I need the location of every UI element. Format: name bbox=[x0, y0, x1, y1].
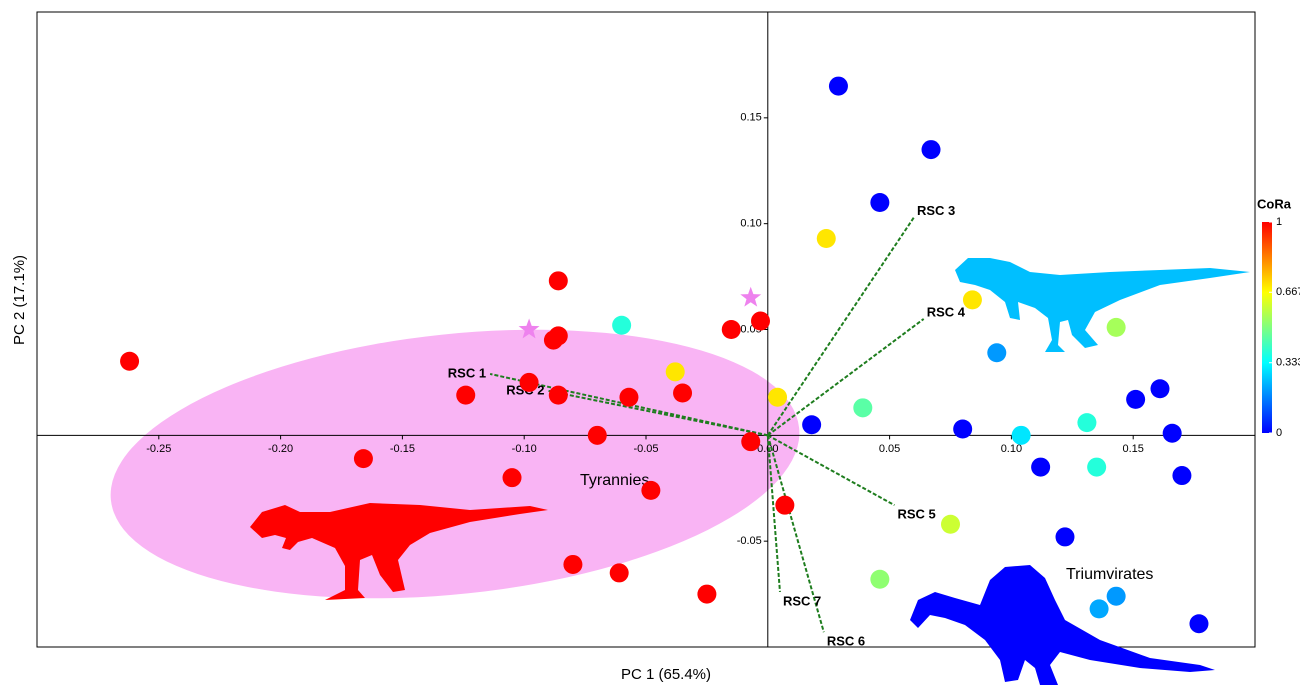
loading-label: RSC 4 bbox=[927, 304, 966, 319]
data-point bbox=[120, 351, 140, 371]
data-point bbox=[548, 271, 568, 291]
data-point bbox=[1162, 423, 1182, 443]
data-point bbox=[456, 385, 476, 405]
colorbar bbox=[1262, 222, 1272, 433]
data-point bbox=[962, 290, 982, 310]
data-point bbox=[543, 330, 563, 350]
data-point bbox=[1150, 379, 1170, 399]
x-tick-label: 0.05 bbox=[879, 443, 900, 455]
group-label: Tyrannies bbox=[580, 472, 649, 489]
data-point bbox=[816, 228, 836, 248]
plot-frame bbox=[36, 11, 1256, 648]
data-point bbox=[870, 569, 890, 589]
data-point bbox=[1089, 599, 1109, 619]
x-axis-title: PC 1 (65.4%) bbox=[621, 666, 711, 683]
data-point bbox=[697, 584, 717, 604]
data-point bbox=[563, 554, 583, 574]
data-point bbox=[587, 425, 607, 445]
star-point bbox=[518, 318, 540, 339]
data-point bbox=[1189, 614, 1209, 634]
data-point bbox=[921, 140, 941, 160]
loading-label: RSC 3 bbox=[917, 203, 955, 218]
loading-vector bbox=[766, 435, 825, 633]
loading-label: RSC 1 bbox=[448, 365, 486, 380]
data-point bbox=[612, 315, 632, 335]
star-point bbox=[740, 286, 762, 307]
data-point bbox=[987, 343, 1007, 363]
data-point bbox=[853, 398, 873, 418]
data-point bbox=[1011, 425, 1031, 445]
data-point bbox=[775, 495, 795, 515]
loading-vector bbox=[548, 389, 768, 437]
data-point bbox=[673, 383, 693, 403]
group-label: Triumvirates bbox=[1066, 566, 1153, 583]
x-tick-label: -0.20 bbox=[268, 443, 293, 455]
data-point bbox=[1106, 317, 1126, 337]
data-point bbox=[941, 514, 960, 534]
loading-label: RSC 6 bbox=[827, 634, 865, 649]
data-point bbox=[619, 387, 639, 407]
data-point bbox=[548, 385, 568, 405]
y-tick-label: 0.15 bbox=[740, 112, 761, 124]
data-point bbox=[1106, 586, 1126, 606]
loading-vector bbox=[767, 318, 925, 437]
data-point bbox=[802, 415, 822, 435]
colorbar-tick-label: 0.333 bbox=[1276, 357, 1300, 369]
data-point bbox=[768, 387, 788, 407]
data-point bbox=[1031, 457, 1051, 477]
allosaur-silhouette bbox=[955, 258, 1250, 352]
data-point bbox=[870, 193, 890, 212]
loading-vector bbox=[766, 435, 781, 593]
colorbar-tick-label: 0 bbox=[1276, 427, 1282, 439]
data-point bbox=[519, 372, 539, 392]
loading-vector bbox=[767, 434, 895, 507]
colorbar-title: CoRa bbox=[1257, 196, 1292, 211]
data-point bbox=[1077, 413, 1097, 433]
data-point bbox=[665, 362, 685, 382]
loading-label: RSC 5 bbox=[897, 507, 935, 522]
spinosaur-silhouette bbox=[910, 565, 1215, 685]
data-point bbox=[828, 76, 848, 96]
x-tick-label: -0.15 bbox=[390, 443, 415, 455]
x-tick-label: -0.10 bbox=[512, 443, 537, 455]
data-point bbox=[609, 563, 629, 583]
data-point bbox=[1055, 527, 1075, 547]
data-point bbox=[750, 311, 770, 331]
group-ellipse bbox=[110, 329, 800, 599]
x-tick-label: 0.00 bbox=[757, 443, 778, 455]
colorbar-tick-label: 0.667 bbox=[1276, 286, 1300, 298]
data-point bbox=[953, 419, 973, 439]
data-point bbox=[721, 320, 741, 339]
data-point bbox=[1126, 389, 1146, 409]
data-point bbox=[1087, 457, 1107, 477]
y-tick-label: -0.05 bbox=[737, 535, 762, 547]
data-point bbox=[502, 468, 522, 488]
x-tick-label: -0.25 bbox=[146, 443, 171, 455]
data-point bbox=[353, 449, 373, 469]
colorbar-tick-label: 1 bbox=[1276, 216, 1282, 228]
loading-label: RSC 7 bbox=[783, 593, 821, 608]
data-point bbox=[741, 432, 761, 452]
x-tick-label: 0.10 bbox=[1001, 443, 1022, 455]
loading-vector bbox=[766, 216, 915, 436]
x-tick-label: 0.15 bbox=[1122, 443, 1143, 455]
data-point bbox=[641, 480, 661, 500]
y-axis-title: PC 2 (17.1%) bbox=[11, 255, 28, 345]
x-tick-label: -0.05 bbox=[633, 443, 658, 455]
tyrannosaur-silhouette bbox=[250, 503, 548, 600]
y-tick-label: 0.10 bbox=[740, 218, 761, 230]
data-point bbox=[1172, 466, 1192, 486]
